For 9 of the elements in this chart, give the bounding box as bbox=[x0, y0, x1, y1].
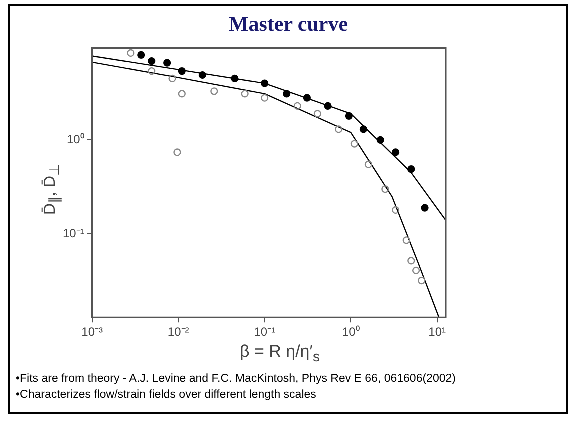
x-axis-title: β = R η/η′$_{s}$ bbox=[240, 342, 320, 366]
chart-title: Master curve bbox=[228, 12, 350, 37]
text: •Characterizes flow/strain fields over different length scales bbox=[16, 388, 318, 403]
x-tick-label: 10¹ bbox=[428, 325, 446, 340]
x-tick-label: 10⁰ bbox=[342, 325, 360, 340]
text: •Fits are from theory - A.J. Levine and F.C. MacKintosh, Phys Rev E 66, 061606(2002) bbox=[16, 372, 456, 387]
x-tick-label: 10⁻³ bbox=[82, 325, 104, 340]
x-tick-label: 10⁻¹ bbox=[254, 325, 276, 340]
x-tick-label: 10⁻² bbox=[168, 325, 190, 340]
